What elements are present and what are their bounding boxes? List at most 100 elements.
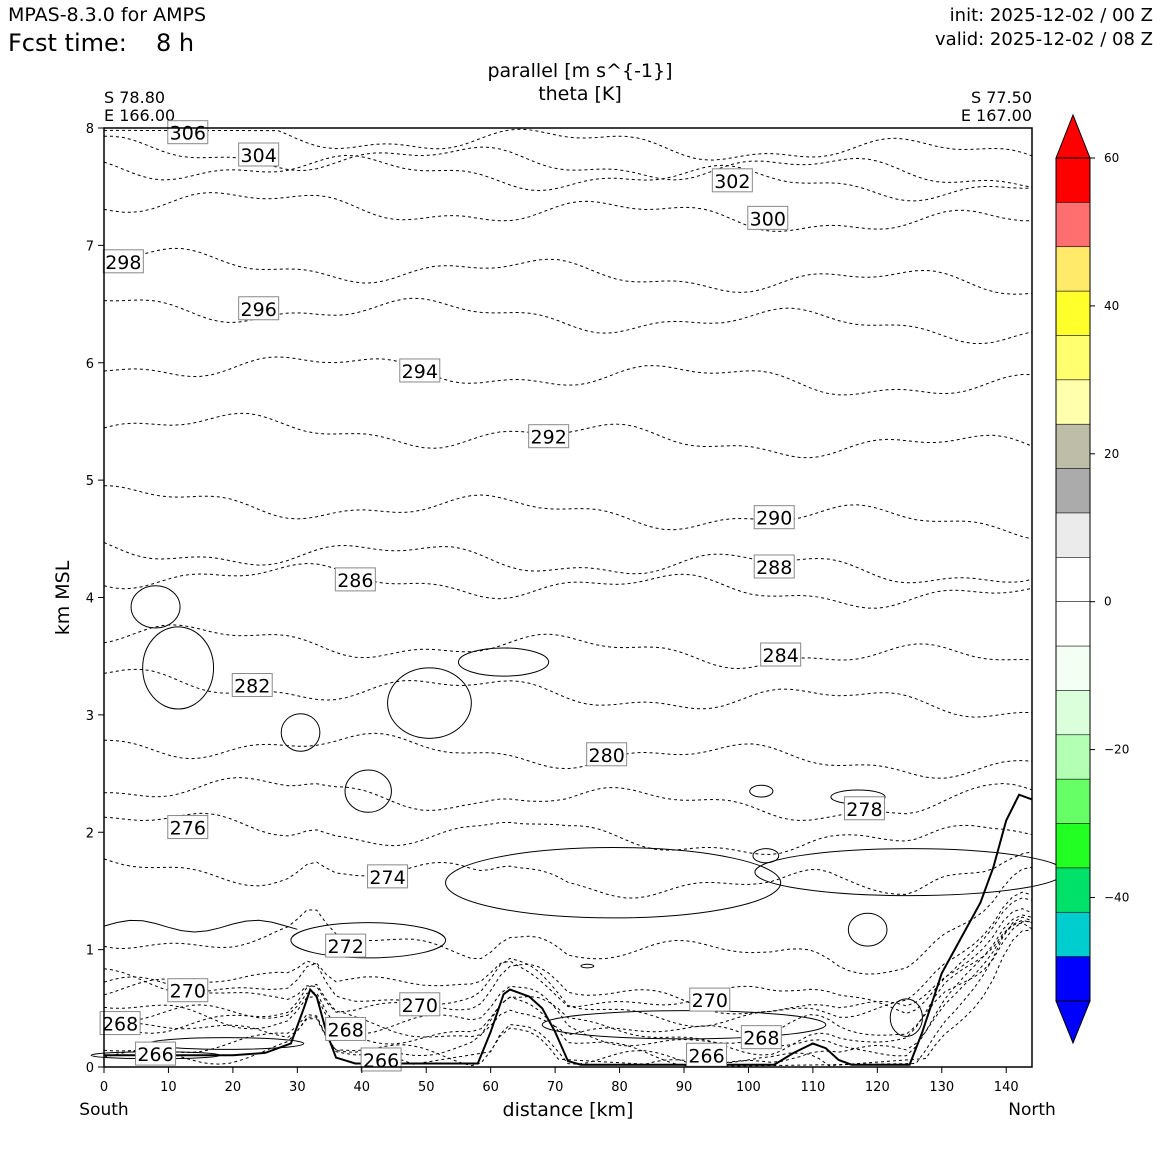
svg-text:292: 292 (531, 427, 567, 449)
theta-contour-label: 270 (399, 992, 441, 1017)
x-tick-label: 130 (929, 1080, 954, 1095)
svg-text:288: 288 (756, 557, 792, 579)
tracer-contour (754, 848, 1065, 897)
y-tick-label: 8 (86, 122, 94, 137)
left-end-latitude: S 78.80 (104, 88, 166, 107)
colorbar-segment (1055, 335, 1091, 381)
theta-contour-label: 266 (686, 1042, 728, 1067)
forecast-time-value: 8 h (156, 29, 195, 57)
colorbar-segment (1055, 246, 1091, 292)
tracer-contour (290, 922, 447, 959)
x-tick-label: 20 (225, 1080, 242, 1095)
theta-contour-line (103, 192, 1033, 232)
theta-contour-label: 304 (238, 142, 280, 167)
north-direction-label: North (1008, 1100, 1056, 1120)
y-tick-label: 3 (86, 709, 94, 724)
theta-contour-line (104, 777, 1033, 822)
model-title: MPAS-8.3.0 for AMPS (8, 4, 207, 26)
colorbar-segment (1055, 601, 1091, 647)
y-tick-label: 1 (86, 944, 94, 959)
svg-text:280: 280 (589, 745, 625, 767)
theta-contour-line (103, 914, 1033, 1057)
colorbar-tick-label: 40 (1104, 299, 1119, 313)
svg-text:300: 300 (750, 208, 786, 230)
svg-text:298: 298 (105, 252, 141, 274)
theta-contour-line (103, 851, 1033, 899)
theta-contour-label: 288 (753, 554, 795, 579)
theta-contour-line (103, 922, 1033, 1067)
tracer-contour (344, 769, 392, 813)
theta-contour-label: 282 (231, 673, 273, 698)
tracer-contour (889, 998, 923, 1037)
x-tick-label: 10 (160, 1080, 177, 1095)
theta-contour-line (103, 866, 1033, 975)
theta-contour-label: 266 (360, 1047, 402, 1072)
theta-contour-line (103, 485, 1033, 540)
colorbar-segment (1055, 956, 1091, 1002)
svg-text:270: 270 (170, 981, 206, 1003)
svg-text:270: 270 (692, 990, 728, 1012)
colorbar-segment (1055, 690, 1091, 736)
colorbar-segment (1055, 290, 1091, 337)
left-end-longitude: E 166.00 (104, 106, 176, 125)
theta-contour-label: 268 (99, 1011, 141, 1036)
svg-text:276: 276 (170, 818, 206, 840)
theta-contour-line (103, 412, 1033, 459)
svg-text:296: 296 (241, 299, 277, 321)
x-axis-label: distance [km] (502, 1099, 634, 1121)
chart-title-line1: parallel [m s^{-1}] (487, 60, 673, 82)
svg-text:286: 286 (337, 570, 373, 592)
theta-contour-label: 270 (167, 978, 209, 1003)
tracer-contour (457, 647, 550, 677)
theta-contour-label: 266 (135, 1041, 177, 1066)
colorbar-segment (1055, 911, 1091, 958)
theta-contour-label: 292 (528, 424, 570, 449)
theta-contour-line (103, 542, 1033, 584)
tracer-contour (387, 667, 472, 739)
tracer-contour (142, 626, 215, 710)
svg-text:278: 278 (846, 799, 882, 821)
y-tick-label: 2 (86, 826, 94, 841)
plot-frame (103, 127, 1033, 1068)
tracer-contour (103, 919, 298, 933)
x-tick-label: 100 (736, 1080, 761, 1095)
colorbar-segment (1055, 778, 1091, 825)
theta-contour-label: 270 (689, 987, 731, 1012)
tracer-contour (752, 848, 780, 864)
theta-contour-label: 306 (167, 120, 209, 145)
theta-contour-line (103, 916, 1033, 1068)
theta-contour-line (103, 921, 1033, 1047)
theta-contour-label: 302 (711, 168, 753, 193)
theta-contour-label: 284 (760, 642, 802, 667)
x-tick-label: 50 (418, 1080, 435, 1095)
tracer-contour (445, 847, 782, 919)
tracer-contour (847, 912, 888, 947)
theta-contour-line (103, 732, 1033, 779)
svg-text:284: 284 (763, 645, 799, 667)
tracer-contour (280, 713, 321, 752)
theta-contour-line (103, 812, 1033, 856)
theta-contour-label: 276 (167, 815, 209, 840)
x-tick-label: 60 (482, 1080, 499, 1095)
south-direction-label: South (79, 1100, 129, 1120)
theta-contour-line (103, 919, 1033, 1056)
svg-text:306: 306 (170, 123, 206, 145)
colorbar-segment (1055, 423, 1091, 470)
x-tick-label: 70 (547, 1080, 564, 1095)
colorbar-frame (1055, 157, 1091, 1002)
x-tick-label: 80 (611, 1080, 628, 1095)
right-end-longitude: E 167.00 (960, 106, 1032, 125)
theta-contour-line (103, 247, 1033, 295)
colorbar-segment (1055, 823, 1091, 869)
tracer-contour (130, 585, 181, 629)
x-tick-label: 120 (865, 1080, 890, 1095)
colorbar-tick-label: 20 (1104, 447, 1119, 461)
svg-text:266: 266 (688, 1045, 724, 1067)
theta-contour-label: 298 (102, 249, 144, 274)
svg-text:268: 268 (743, 1028, 779, 1050)
theta-contour-label: 278 (843, 796, 885, 821)
chart-title-line2: theta [K] (538, 83, 622, 105)
y-tick-label: 5 (86, 474, 94, 489)
x-tick-label: 40 (354, 1080, 371, 1095)
colorbar-segment (1055, 557, 1091, 603)
